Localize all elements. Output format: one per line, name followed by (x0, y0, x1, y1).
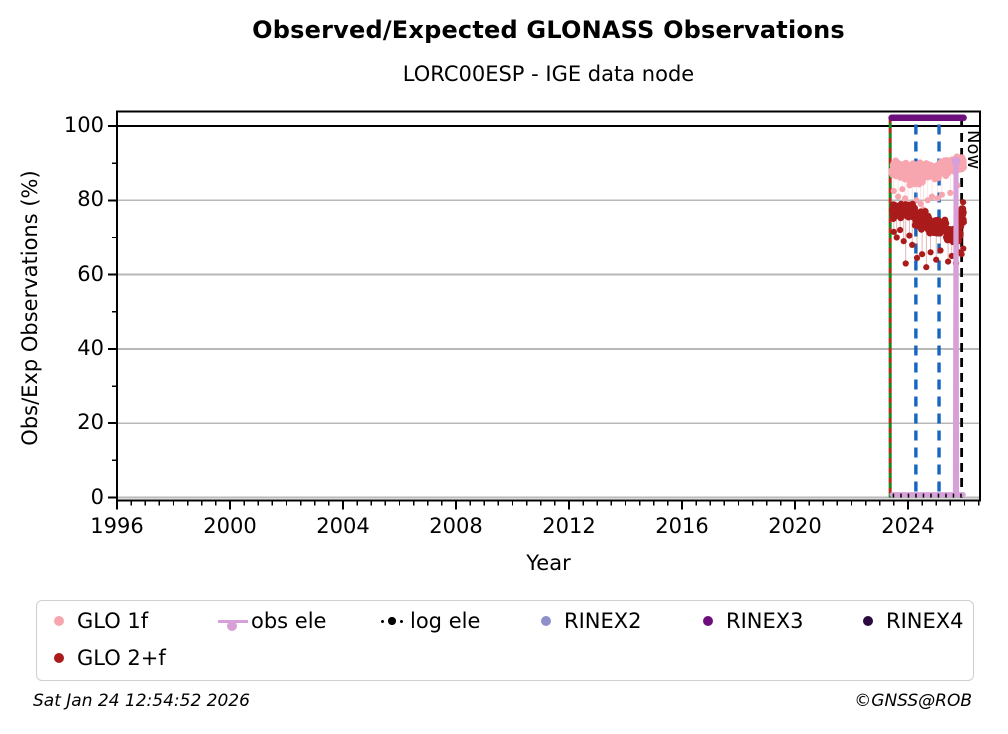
legend-item-glo-1f: GLO 1f (41, 607, 148, 635)
now-annotation-label: Now (963, 130, 984, 170)
legend-box: GLO 1f obs ele log ele RINEX2 RINEX3 RIN… (36, 600, 974, 681)
x-tick-label: 2008 (429, 514, 483, 538)
rinex4-marker-icon (850, 608, 886, 634)
y-axis-label: Obs/Exp Observations (%) (18, 170, 42, 446)
y-tick-label: 0 (90, 484, 104, 509)
legend-label-rinex2: RINEX2 (564, 609, 642, 633)
y-tick-label: 100 (63, 112, 104, 137)
legend-label-obs-ele: obs ele (251, 609, 327, 633)
y-tick-label: 60 (77, 261, 104, 286)
legend-item-rinex2: RINEX2 (528, 607, 642, 635)
rinex2-marker-icon (528, 608, 564, 634)
legend-label-glo-1f: GLO 1f (77, 609, 149, 633)
obs-ele-spike-marker (951, 156, 961, 166)
obs-ele-marker-icon (215, 608, 251, 634)
copyright-credit: ©GNSS@ROB (854, 691, 972, 711)
legend-label-rinex4: RINEX4 (886, 609, 964, 633)
rinex3-marker-icon (690, 608, 726, 634)
x-axis-label: Year (526, 551, 571, 575)
plot-frame (116, 110, 981, 502)
legend-label-rinex3: RINEX3 (726, 609, 804, 633)
x-tick-label: 2000 (203, 514, 257, 538)
y-tick-label: 40 (77, 335, 104, 360)
x-tick-label: 2024 (881, 514, 935, 538)
chart-subtitle: LORC00ESP - IGE data node (402, 62, 695, 86)
legend-label-log-ele: log ele (410, 609, 481, 633)
glo-1f-points (888, 153, 967, 213)
log-ele-marker-icon (374, 608, 410, 634)
legend-item-rinex3: RINEX3 (690, 607, 804, 635)
x-tick-label: 2016 (655, 514, 709, 538)
legend-item-glo-2f: GLO 2+f (41, 644, 166, 672)
glo-2f-marker-icon (41, 645, 77, 671)
chart-title: Observed/Expected GLONASS Observations (252, 16, 845, 44)
legend-label-glo-2f: GLO 2+f (77, 646, 166, 670)
legend-item-log-ele: log ele (374, 607, 480, 635)
x-tick-label: 1996 (90, 514, 144, 538)
y-tick-label: 80 (77, 187, 104, 212)
glo-2-f-points (888, 199, 967, 271)
axis-ticks (108, 124, 980, 510)
plot-timestamp: Sat Jan 24 12:54:52 2026 (33, 691, 250, 711)
legend-item-obs-ele: obs ele (215, 607, 326, 635)
x-tick-label: 2004 (316, 514, 370, 538)
event-lines (888, 118, 964, 498)
legend-item-rinex4: RINEX4 (850, 607, 964, 635)
glo-1f-marker-icon (41, 608, 77, 634)
plot-area (108, 110, 981, 510)
x-tick-label: 2020 (768, 514, 822, 538)
y-tick-label: 20 (77, 410, 104, 435)
x-tick-label: 2012 (542, 514, 596, 538)
